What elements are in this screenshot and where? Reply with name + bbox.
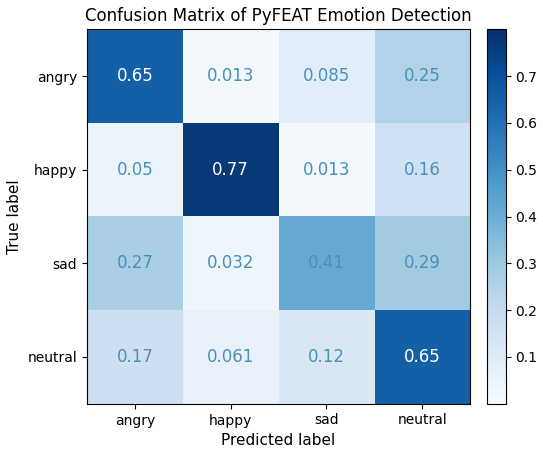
Text: 0.12: 0.12	[308, 348, 345, 366]
Text: 0.061: 0.061	[207, 348, 254, 366]
Text: 0.25: 0.25	[404, 67, 441, 85]
Text: 0.085: 0.085	[303, 67, 350, 85]
Text: 0.29: 0.29	[404, 254, 441, 273]
Text: 0.013: 0.013	[302, 161, 350, 179]
Text: 0.16: 0.16	[404, 161, 441, 179]
Text: 0.65: 0.65	[404, 348, 440, 366]
X-axis label: Predicted label: Predicted label	[222, 433, 336, 448]
Text: 0.27: 0.27	[116, 254, 153, 273]
Title: Confusion Matrix of PyFEAT Emotion Detection: Confusion Matrix of PyFEAT Emotion Detec…	[85, 7, 472, 25]
Text: 0.41: 0.41	[308, 254, 345, 273]
Y-axis label: True label: True label	[7, 179, 22, 254]
Text: 0.65: 0.65	[117, 67, 153, 85]
Text: 0.013: 0.013	[207, 67, 255, 85]
Text: 0.17: 0.17	[116, 348, 153, 366]
Text: 0.032: 0.032	[207, 254, 255, 273]
Text: 0.05: 0.05	[117, 161, 153, 179]
Text: 0.77: 0.77	[212, 161, 249, 179]
